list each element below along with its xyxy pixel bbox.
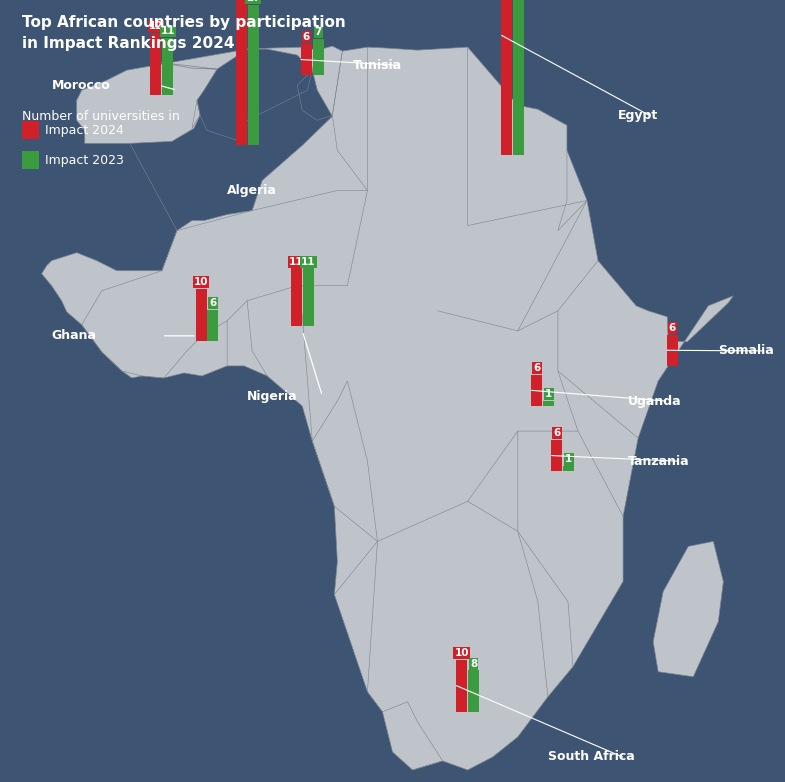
Bar [564,466,575,472]
Text: 12: 12 [148,21,163,31]
Text: 1: 1 [546,389,553,400]
Bar [207,310,218,341]
Text: Impact 2024: Impact 2024 [45,124,123,137]
Bar [502,0,513,156]
Bar [301,44,312,75]
Text: Egypt: Egypt [618,109,659,122]
Text: 7: 7 [315,27,322,38]
Text: Uganda: Uganda [628,395,681,407]
Bar [456,660,467,712]
Text: 11: 11 [301,257,316,267]
Text: 6: 6 [669,323,676,333]
Text: 27: 27 [246,0,261,3]
Text: 6: 6 [210,298,217,308]
Text: 10: 10 [455,648,469,658]
Text: Algeria: Algeria [227,184,277,197]
Bar [303,268,314,326]
Bar [195,289,206,341]
Text: Impact 2023: Impact 2023 [45,154,123,167]
Text: Number of universities in: Number of universities in [21,110,179,124]
FancyBboxPatch shape [21,121,38,139]
Bar [543,401,554,406]
Polygon shape [42,46,733,770]
Text: 10: 10 [194,278,208,287]
Bar [162,38,173,95]
Bar [312,38,323,75]
Polygon shape [653,541,723,676]
Text: Nigeria: Nigeria [247,389,298,403]
Text: Somalia: Somalia [718,344,774,357]
Text: 6: 6 [553,429,560,439]
Text: Tunisia: Tunisia [352,59,401,72]
Text: South Africa: South Africa [548,751,634,763]
Bar [666,335,677,366]
Text: 11: 11 [161,27,175,37]
Bar [513,0,524,156]
Bar [552,440,563,472]
FancyBboxPatch shape [21,152,38,170]
Bar [468,670,479,712]
Bar [236,0,246,145]
Text: 6: 6 [303,32,310,42]
Text: 6: 6 [533,364,541,373]
Text: Ghana: Ghana [52,329,97,343]
Text: Top African countries by participation
in Impact Rankings 2024: Top African countries by participation i… [21,15,345,51]
Bar [151,33,162,95]
Bar [247,5,258,145]
Text: Tanzania: Tanzania [628,454,690,468]
Text: Morocco: Morocco [52,79,111,91]
Text: 11: 11 [289,257,304,267]
Bar [531,375,542,406]
Text: 1: 1 [565,454,572,465]
Text: 8: 8 [470,658,477,669]
Bar [290,268,301,326]
